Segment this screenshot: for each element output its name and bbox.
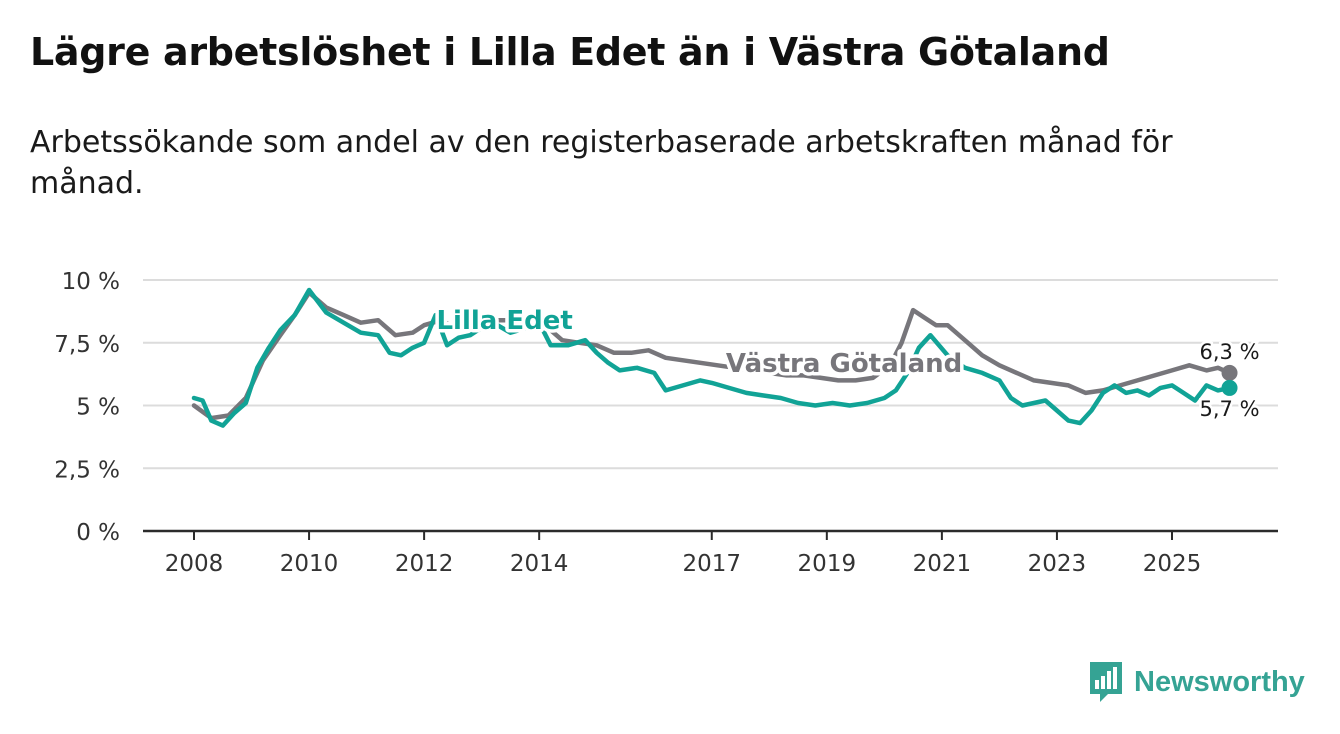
brand-name: Newsworthy — [1134, 665, 1305, 698]
gridlines — [143, 279, 1278, 470]
y-tick-label: 10 % — [62, 269, 120, 295]
bar-chart-bubble-icon — [1090, 662, 1122, 702]
series-label-vastra-gotaland: Västra Götaland — [726, 349, 962, 379]
y-tick-label: 7,5 % — [54, 332, 120, 358]
x-tick-label: 2017 — [682, 551, 741, 577]
end-point-vastra-gotaland — [1221, 364, 1238, 381]
x-tick-label: 2023 — [1028, 551, 1087, 577]
x-tick-label: 2021 — [913, 551, 972, 577]
x-axis: 2008 2010 2012 2014 2017 2019 2021 2023 2025 — [143, 529, 1278, 577]
end-value-label-lilla-edet: 5,7 % — [1200, 397, 1260, 421]
chart-subtitle: Arbetssökande som andel av den registerb… — [30, 125, 1173, 201]
x-tick-label: 2012 — [395, 551, 454, 577]
x-tick-label: 2019 — [798, 551, 857, 577]
x-tick-label: 2025 — [1143, 551, 1202, 577]
y-tick-label: 5 % — [76, 395, 120, 421]
x-tick-label: 2010 — [280, 551, 339, 577]
series-label-lilla-edet: Lilla Edet — [436, 306, 572, 336]
end-point-lilla-edet — [1221, 379, 1238, 396]
series-line-vastra-gotaland — [191, 290, 1232, 421]
series-lines — [191, 287, 1238, 428]
series-labels: Lilla Edet Västra Götaland 6,3 % 5,7 % — [433, 303, 1262, 424]
y-tick-label: 0 % — [76, 520, 120, 546]
y-tick-label: 2,5 % — [54, 457, 120, 483]
x-tick-label: 2008 — [165, 551, 224, 577]
x-tick-label: 2014 — [510, 551, 569, 577]
newsworthy-logo[interactable]: Newsworthy — [1088, 660, 1305, 704]
end-value-label-vastra-gotaland: 6,3 % — [1200, 340, 1260, 364]
chart-title: Lägre arbetslöshet i Lilla Edet än i Väs… — [30, 30, 1110, 74]
series-line-lilla-edet — [191, 287, 1232, 428]
y-axis-tick-labels: 0 % 2,5 % 5 % 7,5 % 10 % — [54, 269, 120, 546]
line-chart: 0 % 2,5 % 5 % 7,5 % 10 % 2008 2010 2012 2014 201… — [54, 269, 1278, 577]
